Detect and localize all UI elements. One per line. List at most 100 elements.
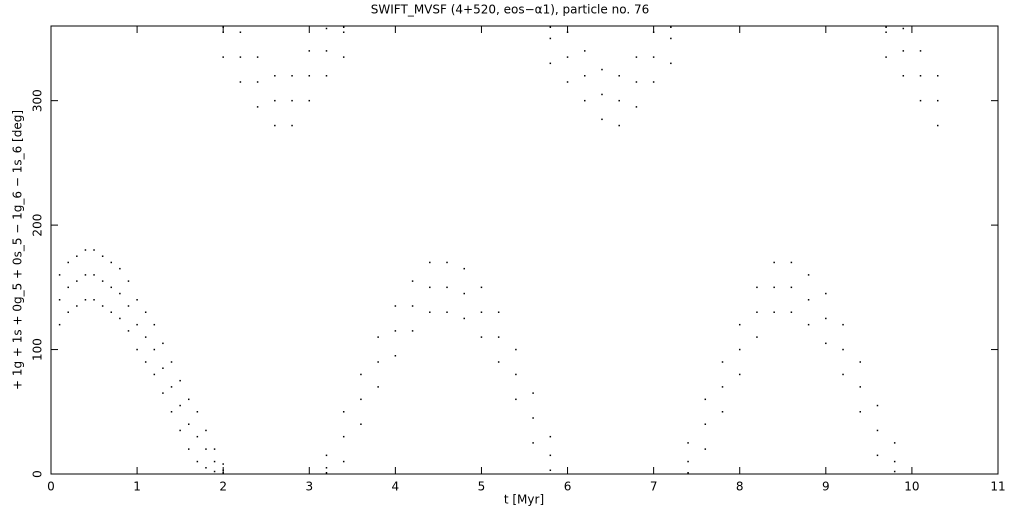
point (670, 62, 672, 65)
point (652, 56, 655, 58)
point (153, 323, 156, 326)
point (515, 398, 517, 401)
point (213, 470, 216, 473)
x-tick-label: 8 (736, 480, 744, 494)
point (222, 472, 224, 474)
point (153, 348, 156, 351)
point (170, 411, 173, 413)
point (687, 472, 689, 474)
point (187, 448, 190, 450)
point (825, 317, 827, 320)
point (67, 261, 69, 264)
point (342, 31, 345, 33)
point (119, 317, 121, 320)
point (902, 50, 905, 52)
point (58, 323, 61, 326)
point (187, 423, 190, 425)
y-tick-label: 0 (31, 470, 45, 478)
point (497, 311, 500, 313)
x-tick-label: 6 (564, 480, 572, 494)
point (721, 361, 724, 363)
point (919, 99, 922, 102)
point (446, 261, 448, 264)
point (601, 93, 603, 96)
point (136, 323, 138, 326)
point (515, 348, 517, 351)
point (377, 361, 379, 363)
point (308, 50, 311, 52)
x-tick-label: 0 (47, 480, 55, 494)
x-axis-label: t [Myr] (504, 493, 544, 507)
point (790, 261, 793, 264)
point (756, 311, 758, 313)
point (825, 342, 827, 345)
point (885, 31, 887, 33)
point (222, 26, 224, 28)
point (738, 348, 741, 351)
point (549, 26, 552, 28)
point (842, 373, 844, 376)
point (687, 460, 689, 463)
point (936, 124, 939, 127)
point (179, 429, 181, 432)
point (213, 460, 216, 463)
point (825, 292, 827, 295)
point (325, 27, 328, 30)
x-tick-label: 4 (392, 480, 400, 494)
point (497, 336, 500, 338)
point (153, 373, 156, 376)
y-tick-label: 200 (31, 214, 45, 237)
point (162, 392, 164, 394)
point (463, 317, 465, 320)
point (76, 305, 78, 307)
point (76, 280, 78, 282)
point (704, 448, 707, 450)
point (274, 124, 276, 127)
point (162, 342, 164, 345)
point (721, 386, 724, 388)
point (601, 68, 603, 71)
point (360, 373, 362, 376)
point (222, 469, 224, 472)
point (807, 299, 810, 301)
point (936, 75, 939, 77)
point (205, 467, 207, 469)
point (919, 75, 922, 77)
point (127, 305, 130, 307)
point (144, 336, 147, 338)
point (566, 81, 569, 83)
point (893, 442, 896, 444)
y-axis-label: + 1g + 1s + 0g_5 + 0s_5 − 1g_6 − 1s_6 [d… (11, 110, 25, 390)
point (110, 261, 113, 264)
point (885, 26, 887, 28)
point (704, 398, 707, 401)
point (342, 411, 345, 413)
point (876, 454, 879, 457)
point (652, 31, 655, 33)
point (566, 31, 569, 33)
point (256, 106, 259, 108)
point (773, 311, 775, 313)
point (239, 31, 242, 33)
point (893, 460, 896, 463)
point (584, 99, 586, 102)
point (549, 469, 552, 472)
point (101, 305, 104, 307)
point (58, 274, 61, 276)
point (756, 286, 758, 289)
point (652, 81, 655, 83)
point (274, 99, 276, 102)
point (187, 398, 190, 401)
point (291, 99, 293, 102)
x-tick-label: 9 (822, 480, 830, 494)
point (394, 305, 397, 307)
plot-frame (50, 25, 999, 475)
point (885, 56, 887, 58)
point (876, 404, 879, 407)
point (325, 467, 328, 469)
point (859, 411, 862, 413)
point (859, 361, 862, 363)
point (480, 286, 483, 289)
point (446, 286, 448, 289)
